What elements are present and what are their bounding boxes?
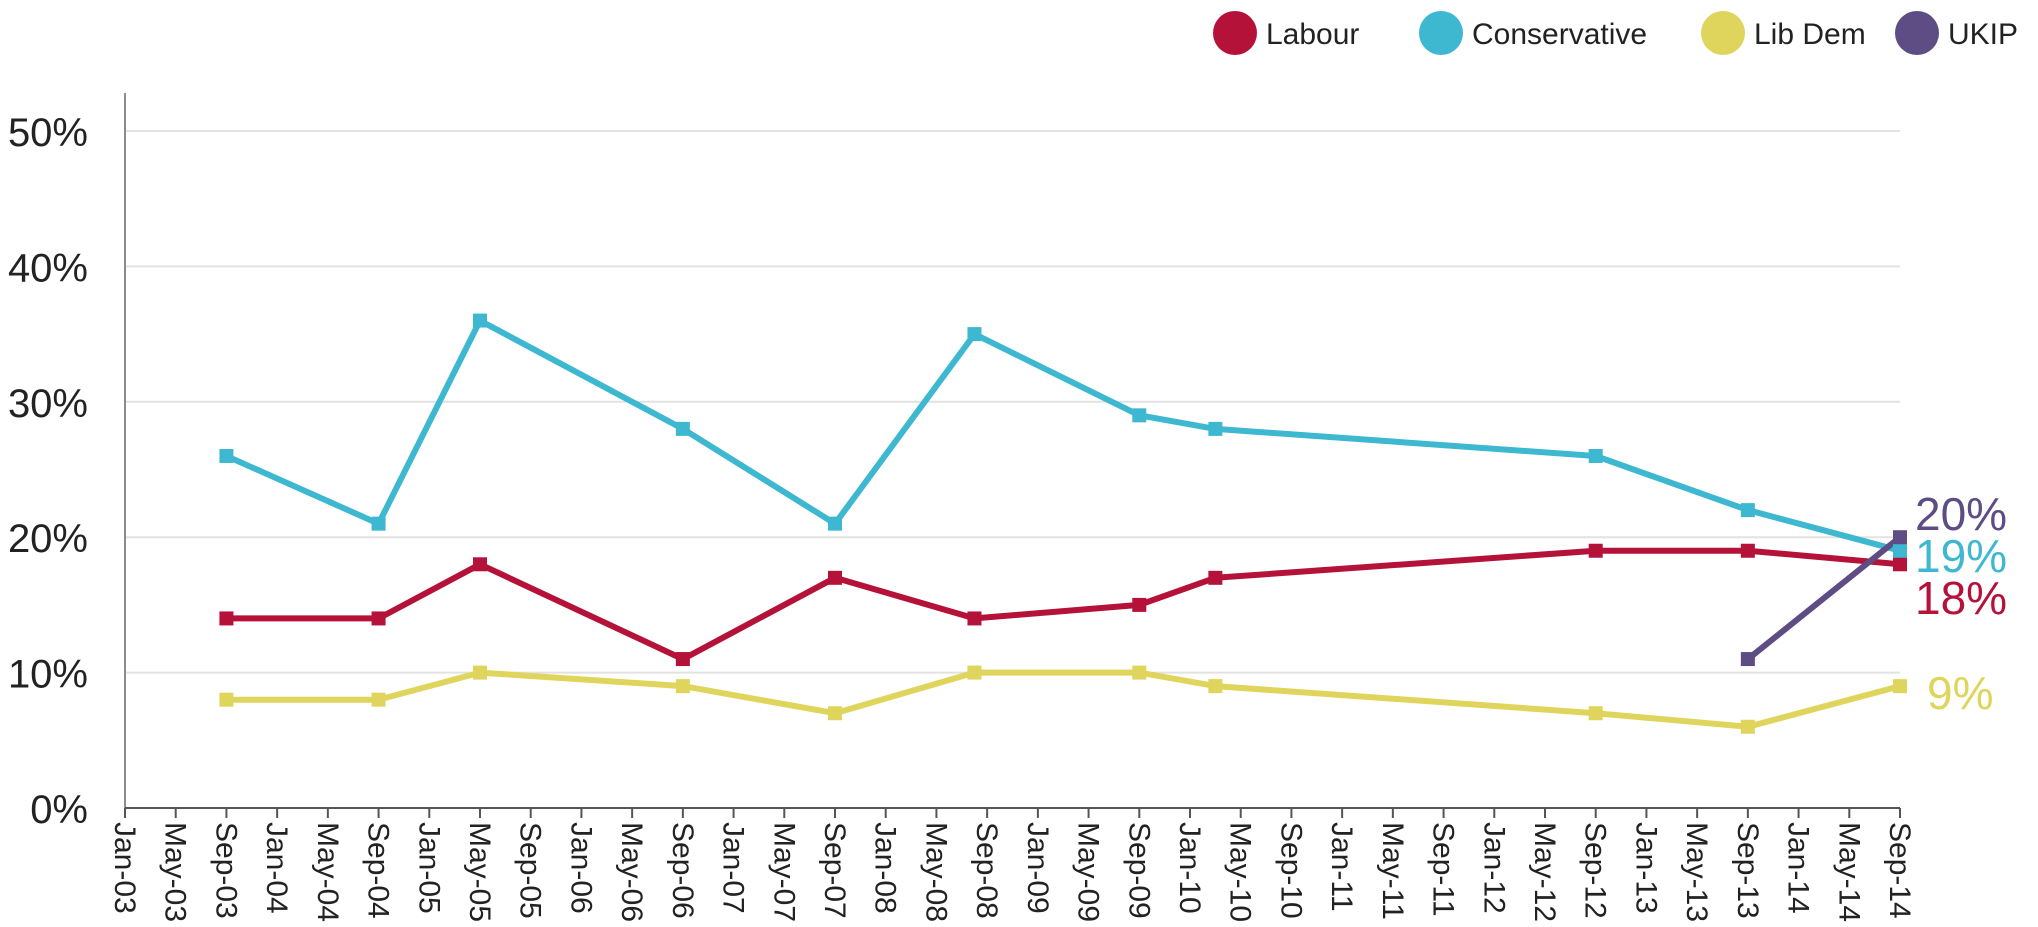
- data-point-marker: [219, 448, 234, 463]
- x-tick-label: May-06: [615, 822, 648, 922]
- series-markers: [219, 313, 1907, 734]
- data-point-marker: [967, 665, 982, 680]
- data-point-marker: [1132, 665, 1147, 680]
- x-tick-label: May-14: [1832, 822, 1865, 922]
- data-point-marker: [473, 557, 487, 572]
- data-point-marker: [675, 421, 690, 436]
- data-point-marker: [1740, 543, 1755, 558]
- data-point-marker: [1588, 448, 1603, 463]
- series-line-conservative: [225, 317, 1901, 554]
- data-point-marker: [967, 327, 982, 342]
- x-tick-label: Jan-05: [412, 822, 445, 914]
- x-tick-label: May-08: [919, 822, 952, 922]
- y-axis: 0% 10% 20% 30% 40% 50%: [8, 93, 126, 832]
- data-point-marker: [219, 692, 234, 707]
- data-point-marker: [1208, 679, 1223, 694]
- x-axis: Jan-03 May-03 Sep-03 Jan-04 May-04 Sep-04 Jan-…: [108, 807, 1916, 922]
- x-tick-label: Sep-06: [666, 822, 699, 919]
- x-tick-label: Jan-12: [1477, 822, 1510, 914]
- y-tick-label: 40%: [8, 246, 88, 290]
- y-tick-label: 0%: [30, 788, 88, 832]
- legend-swatch: [1419, 11, 1463, 55]
- end-value-label: 19%: [1915, 530, 2007, 582]
- x-tick-label: May-10: [1224, 822, 1257, 922]
- data-point-marker: [1208, 421, 1223, 436]
- x-tick-label: Jan-06: [564, 822, 597, 914]
- data-point-marker: [675, 652, 690, 667]
- data-point-marker: [1893, 530, 1907, 545]
- data-point-marker: [371, 516, 386, 531]
- series-line-lib-dem: [226, 669, 1901, 730]
- y-tick-label: 20%: [8, 517, 88, 561]
- x-tick-label: May-03: [159, 822, 192, 922]
- x-tick-label: May-12: [1528, 822, 1561, 922]
- x-tick-label: Jan-10: [1173, 822, 1206, 914]
- legend-label: Labour: [1266, 18, 1359, 51]
- data-point-marker: [371, 692, 386, 707]
- x-tick-label: Jan-13: [1629, 822, 1662, 914]
- x-tick-label: Jan-07: [717, 822, 750, 914]
- data-point-marker: [1588, 543, 1603, 558]
- end-labels: 18%19% 9% 20%: [1915, 488, 2007, 719]
- x-tick-label: Sep-14: [1883, 822, 1916, 919]
- data-point-marker: [219, 611, 234, 626]
- x-tick-label: May-11: [1376, 822, 1409, 920]
- data-point-marker: [473, 313, 487, 328]
- x-tick-label: May-07: [767, 822, 800, 922]
- x-tick-label: Jan-09: [1021, 822, 1054, 914]
- data-point-marker: [1740, 652, 1755, 667]
- data-point-marker: [1740, 719, 1755, 734]
- data-point-marker: [1132, 408, 1147, 423]
- x-tick-label: Sep-08: [970, 822, 1003, 919]
- x-tick-label: May-13: [1680, 822, 1713, 922]
- x-tick-label: Jan-08: [869, 822, 902, 914]
- data-point-marker: [371, 611, 386, 626]
- x-tick-label: Sep-11: [1427, 822, 1460, 917]
- x-tick-label: Sep-10: [1274, 822, 1307, 919]
- x-tick-label: Sep-07: [818, 822, 851, 919]
- end-value-label: 18%: [1915, 572, 2007, 624]
- legend-swatch: [1701, 11, 1745, 55]
- data-point-marker: [1893, 679, 1907, 694]
- data-point-marker: [828, 570, 842, 585]
- legend-label: UKIP: [1948, 18, 2018, 51]
- x-tick-label: Sep-03: [209, 822, 242, 919]
- y-tick-label: 30%: [8, 382, 88, 426]
- legend-swatch: [1895, 11, 1939, 55]
- y-tick-label: 50%: [8, 111, 88, 155]
- data-point-marker: [473, 665, 487, 680]
- data-point-marker: [1893, 543, 1907, 558]
- x-tick-label: Sep-05: [514, 822, 547, 919]
- data-point-marker: [967, 611, 982, 626]
- legend-swatch: [1213, 11, 1257, 55]
- x-tick-label: May-04: [311, 822, 344, 922]
- data-point-marker: [1208, 570, 1223, 585]
- end-value-label: 20%: [1915, 488, 2007, 540]
- legend-label: Lib Dem: [1754, 18, 1866, 51]
- data-point-marker: [1893, 557, 1907, 572]
- data-point-marker: [828, 516, 842, 531]
- end-value-label: 9%: [1927, 667, 1993, 719]
- data-point-marker: [1132, 597, 1147, 612]
- series-line-ukip: [1746, 534, 1902, 662]
- x-tick-label: Jan-03: [108, 822, 141, 914]
- x-tick-label: May-09: [1072, 822, 1105, 922]
- x-tick-label: Jan-11: [1325, 822, 1358, 912]
- data-point-marker: [1740, 503, 1755, 518]
- data-point-marker: [1588, 706, 1603, 721]
- gridlines: [125, 130, 1900, 674]
- x-tick-label: Jan-14: [1782, 822, 1815, 914]
- legend: Labour Conservative Lib Dem UKIP: [1213, 11, 2018, 55]
- x-tick-label: Sep-04: [362, 822, 395, 919]
- x-tick-label: Sep-12: [1579, 822, 1612, 919]
- data-point-marker: [675, 679, 690, 694]
- data-point-marker: [828, 706, 842, 721]
- x-tick-label: May-05: [463, 822, 496, 922]
- legend-label: Conservative: [1472, 18, 1647, 51]
- x-tick-label: Jan-04: [260, 822, 293, 914]
- x-tick-label: Sep-13: [1731, 822, 1764, 919]
- y-tick-label: 10%: [8, 653, 88, 697]
- x-tick-label: Sep-09: [1122, 822, 1155, 919]
